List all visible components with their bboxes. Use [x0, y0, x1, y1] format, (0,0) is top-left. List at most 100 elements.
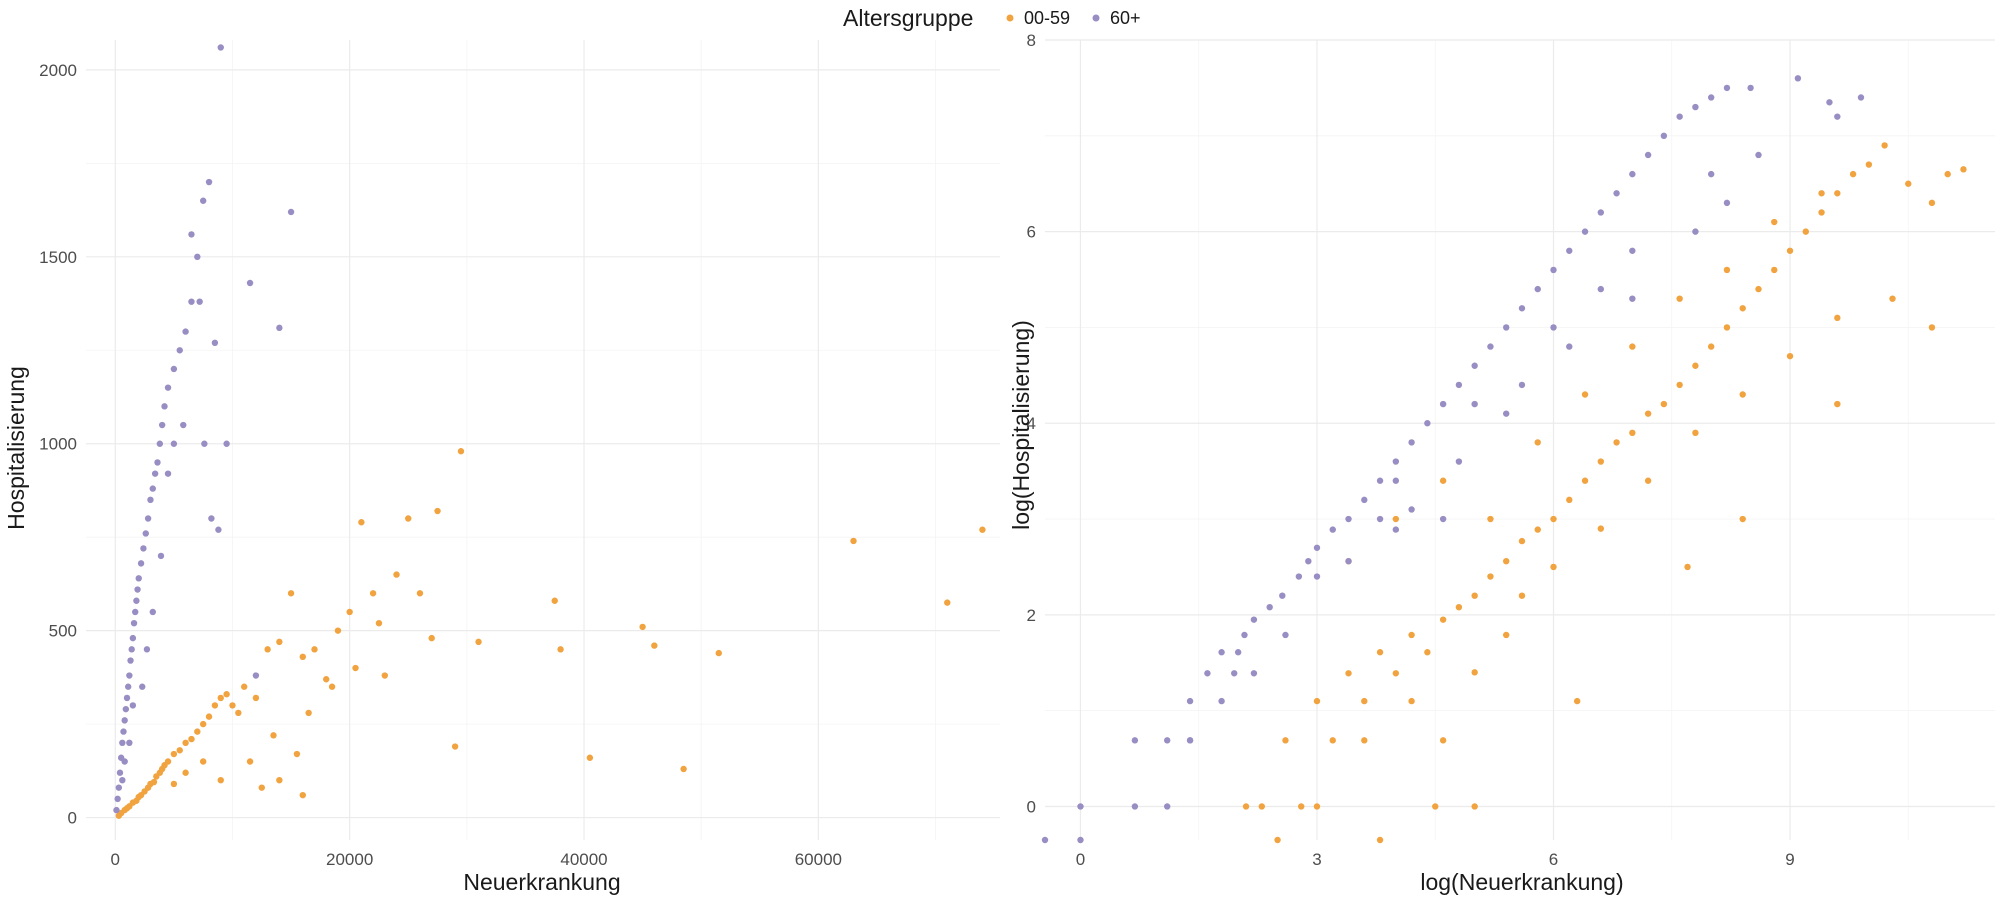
data-point [217, 694, 224, 702]
data-point [1534, 526, 1541, 533]
data-point [161, 403, 168, 410]
data-point [217, 44, 224, 51]
data-point [1550, 563, 1557, 571]
data-point [1786, 247, 1794, 254]
data-point [113, 806, 120, 814]
data-point [551, 597, 558, 604]
scatter-panel-raw: 0 20000 40000 60000 0 500 1000 1500 2000 Neuerkr… [3, 40, 1000, 895]
x-tick-label: 6 [1549, 850, 1558, 869]
x-tick-label: 40000 [560, 850, 607, 869]
data-point [287, 590, 295, 597]
data-point [124, 683, 132, 690]
data-point [346, 608, 353, 616]
data-point [1361, 697, 1368, 705]
data-point [451, 743, 459, 750]
data-point [334, 627, 342, 634]
data-point [147, 496, 154, 504]
data-point [1298, 803, 1305, 810]
data-point [1186, 737, 1194, 744]
data-point [1707, 343, 1715, 350]
data-point [311, 646, 318, 653]
data-point [154, 459, 161, 466]
tick-labels-log: 0 3 6 9 0 2 4 6 8 [1027, 31, 1795, 869]
data-point [170, 780, 178, 788]
data-point [1231, 670, 1238, 677]
data-point [1834, 113, 1841, 120]
data-point [850, 537, 857, 545]
data-point [1660, 400, 1668, 408]
y-tick-label: 0 [68, 809, 77, 828]
data-point [1534, 439, 1541, 446]
data-point [246, 279, 254, 287]
data-point [1944, 170, 1951, 178]
data-point [1439, 616, 1447, 623]
data-point [1361, 496, 1368, 504]
data-point [1266, 603, 1273, 611]
data-point [1629, 295, 1636, 302]
data-point [276, 324, 283, 332]
data-point [680, 765, 687, 773]
data-point [121, 717, 128, 724]
data-point [1274, 836, 1281, 844]
data-point [1613, 439, 1620, 446]
data-point [1439, 737, 1447, 744]
data-point [393, 571, 400, 578]
data-point [1802, 228, 1809, 235]
data-point [1329, 526, 1336, 533]
data-point [194, 728, 201, 735]
data-point [223, 440, 230, 447]
data-point [1629, 343, 1636, 350]
data-point [211, 702, 219, 709]
data-point [1471, 803, 1478, 810]
data-point [1163, 803, 1171, 810]
data-point [1376, 477, 1384, 484]
data-point [128, 646, 135, 653]
data-point [1432, 803, 1439, 810]
data-point [1534, 285, 1541, 293]
data-point [944, 599, 951, 606]
data-point [116, 769, 124, 776]
data-point [1771, 218, 1778, 226]
data-point [164, 758, 172, 765]
legend: Altersgruppe 00-59 60+ [843, 5, 1141, 31]
data-point [205, 713, 213, 720]
data-point [1345, 515, 1352, 523]
data-point [1566, 247, 1573, 254]
data-point [1487, 515, 1494, 523]
data-point [375, 619, 383, 627]
data-point [264, 646, 271, 653]
data-point [1644, 477, 1652, 484]
data-point [1041, 836, 1049, 844]
data-point [208, 515, 215, 522]
data-point [1597, 525, 1605, 532]
data-point [129, 702, 137, 709]
data-point [1889, 295, 1896, 302]
data-point [205, 178, 213, 186]
data-point [1218, 649, 1225, 656]
data-point [1629, 429, 1636, 437]
data-point [1250, 616, 1258, 623]
data-point [305, 709, 312, 717]
data-point [1392, 670, 1400, 677]
data-point [1424, 420, 1431, 427]
data-point [1518, 537, 1526, 545]
data-point [1518, 381, 1526, 389]
data-point [979, 526, 986, 533]
data-point [1471, 669, 1478, 676]
data-point [1424, 649, 1431, 656]
data-point [1131, 737, 1139, 744]
data-point [127, 657, 134, 664]
data-point [1345, 670, 1352, 677]
data-point [1857, 94, 1865, 101]
data-point [1439, 477, 1447, 484]
data-point [369, 590, 377, 597]
data-point [142, 530, 149, 537]
data-point [188, 735, 195, 743]
data-point [1581, 477, 1589, 484]
data-point [1503, 557, 1510, 565]
data-point [1503, 631, 1510, 639]
legend-marker-00-59 [1006, 14, 1014, 22]
data-point [1471, 592, 1478, 599]
data-point [235, 709, 242, 717]
data-point [151, 470, 159, 477]
